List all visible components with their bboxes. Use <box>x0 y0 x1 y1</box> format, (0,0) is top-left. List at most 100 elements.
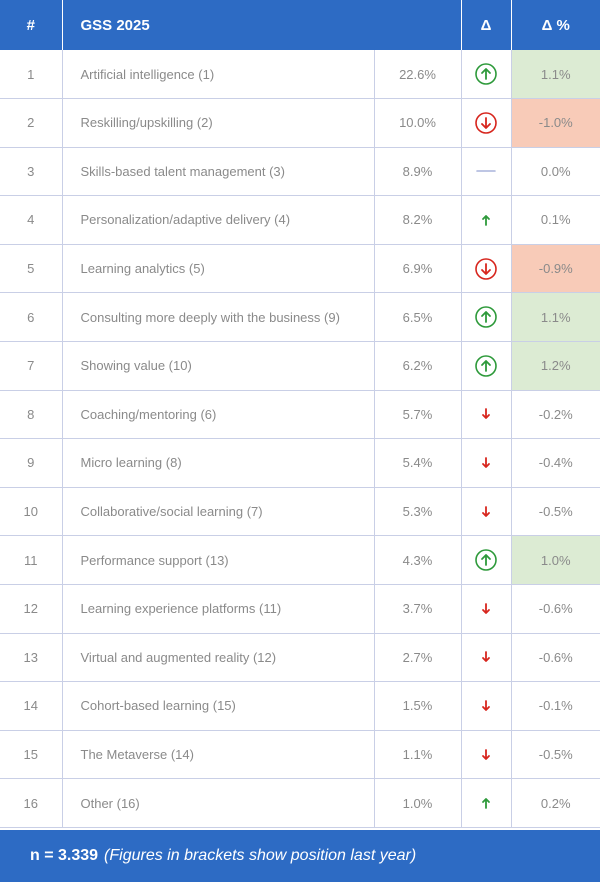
table-header-row: # GSS 2025 Δ Δ % <box>0 0 600 50</box>
row-topic: Collaborative/social learning (7) <box>62 487 375 537</box>
row-share: 8.9% <box>374 147 462 197</box>
row-rank: 6 <box>0 292 63 342</box>
row-rank: 16 <box>0 778 63 828</box>
row-rank: 15 <box>0 730 63 780</box>
arrow-up-icon <box>474 208 498 232</box>
row-direction <box>461 681 512 731</box>
row-share: 3.7% <box>374 584 462 634</box>
table-row: 2 Reskilling/upskilling (2) 10.0% -1.0% <box>0 98 600 148</box>
row-direction <box>461 292 512 342</box>
row-direction <box>461 633 512 683</box>
row-topic: Other (16) <box>62 778 375 828</box>
circled-arrow-up-icon <box>474 62 498 86</box>
table-row: 16 Other (16) 1.0% 0.2% <box>0 778 600 828</box>
row-topic: Showing value (10) <box>62 341 375 391</box>
row-direction <box>461 147 512 197</box>
row-change: -0.5% <box>511 730 600 780</box>
row-share: 5.3% <box>374 487 462 537</box>
row-direction <box>461 730 512 780</box>
row-rank: 12 <box>0 584 63 634</box>
arrow-down-icon <box>474 743 498 767</box>
row-change: -1.0% <box>511 98 600 148</box>
row-direction <box>461 535 512 585</box>
row-topic: Learning experience platforms (11) <box>62 584 375 634</box>
table-row: 1 Artificial intelligence (1) 22.6% 1.1% <box>0 50 600 99</box>
row-topic: Performance support (13) <box>62 535 375 585</box>
row-rank: 4 <box>0 195 63 245</box>
arrow-down-icon <box>474 645 498 669</box>
row-change: 1.2% <box>511 341 600 391</box>
row-rank: 10 <box>0 487 63 537</box>
arrow-up-icon <box>474 791 498 815</box>
circled-arrow-down-icon <box>474 111 498 135</box>
row-topic: Cohort-based learning (15) <box>62 681 375 731</box>
footer-note: (Figures in brackets show position last … <box>104 847 417 864</box>
row-direction <box>461 244 512 294</box>
row-topic: Personalization/adaptive delivery (4) <box>62 195 375 245</box>
circled-arrow-up-icon <box>474 305 498 329</box>
row-direction <box>461 584 512 634</box>
dash-icon <box>474 159 498 183</box>
row-rank: 14 <box>0 681 63 731</box>
row-change: -0.6% <box>511 584 600 634</box>
row-topic: Reskilling/upskilling (2) <box>62 98 375 148</box>
row-direction <box>461 487 512 537</box>
row-share: 1.1% <box>374 730 462 780</box>
row-topic: Coaching/mentoring (6) <box>62 390 375 440</box>
row-direction <box>461 390 512 440</box>
table-row: 14 Cohort-based learning (15) 1.5% -0.1% <box>0 681 600 731</box>
row-topic: Virtual and augmented reality (12) <box>62 633 375 683</box>
row-topic: Artificial intelligence (1) <box>62 50 375 99</box>
row-rank: 5 <box>0 244 63 294</box>
row-change: -0.1% <box>511 681 600 731</box>
row-direction <box>461 195 512 245</box>
row-rank: 8 <box>0 390 63 440</box>
circled-arrow-down-icon <box>474 257 498 281</box>
row-change: -0.2% <box>511 390 600 440</box>
circled-arrow-up-icon <box>474 548 498 572</box>
row-change: 1.1% <box>511 292 600 342</box>
table-row: 12 Learning experience platforms (11) 3.7%… <box>0 584 600 634</box>
table-row: 3 Skills-based talent management (3) 8.9% 0… <box>0 147 600 197</box>
header-change: Δ % <box>510 0 600 50</box>
row-direction <box>461 50 512 99</box>
row-change: 0.0% <box>511 147 600 197</box>
row-share: 22.6% <box>374 50 462 99</box>
table-row: 5 Learning analytics (5) 6.9% -0.9% <box>0 244 600 294</box>
circled-arrow-up-icon <box>474 354 498 378</box>
row-topic: Learning analytics (5) <box>62 244 375 294</box>
row-rank: 1 <box>0 50 63 99</box>
row-change: -0.5% <box>511 487 600 537</box>
row-rank: 7 <box>0 341 63 391</box>
table-row: 11 Performance support (13) 4.3% 1.0% <box>0 535 600 585</box>
header-direction: Δ <box>460 0 511 50</box>
row-change: 1.1% <box>511 50 600 99</box>
header-topic: GSS 2025 <box>61 0 461 50</box>
gss-ranking-table: # GSS 2025 Δ Δ % 1 Artificial intelligenc… <box>0 0 600 828</box>
row-direction <box>461 438 512 488</box>
row-topic: The Metaverse (14) <box>62 730 375 780</box>
table-footer: n = 3.339 (Figures in brackets show posi… <box>0 830 600 882</box>
row-share: 6.5% <box>374 292 462 342</box>
table-row: 6 Consulting more deeply with the busines… <box>0 292 600 342</box>
row-share: 2.7% <box>374 633 462 683</box>
row-share: 6.9% <box>374 244 462 294</box>
row-share: 6.2% <box>374 341 462 391</box>
table-row: 4 Personalization/adaptive delivery (4) 8.… <box>0 195 600 245</box>
header-rank: # <box>0 0 62 50</box>
arrow-down-icon <box>474 694 498 718</box>
row-rank: 9 <box>0 438 63 488</box>
arrow-down-icon <box>474 500 498 524</box>
row-rank: 13 <box>0 633 63 683</box>
row-rank: 11 <box>0 535 63 585</box>
row-change: -0.4% <box>511 438 600 488</box>
row-share: 5.4% <box>374 438 462 488</box>
row-topic: Skills-based talent management (3) <box>62 147 375 197</box>
sample-size: n = 3.339 <box>30 847 99 864</box>
row-change: -0.6% <box>511 633 600 683</box>
row-share: 4.3% <box>374 535 462 585</box>
table-row: 15 The Metaverse (14) 1.1% -0.5% <box>0 730 600 780</box>
row-topic: Micro learning (8) <box>62 438 375 488</box>
table-row: 10 Collaborative/social learning (7) 5.3% -… <box>0 487 600 537</box>
row-change: 0.1% <box>511 195 600 245</box>
